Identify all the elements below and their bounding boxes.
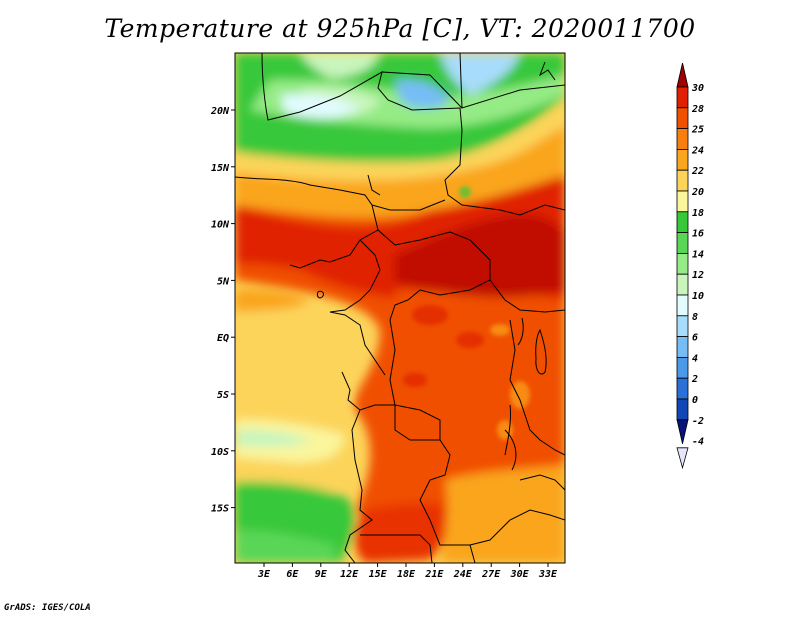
colorbar-label: 28 bbox=[691, 104, 704, 115]
colorbar-label: 14 bbox=[692, 249, 704, 260]
colorbar-label: 0 bbox=[692, 395, 698, 406]
colorbar-swatch bbox=[676, 107, 689, 130]
colorbar-label: 8 bbox=[692, 312, 698, 323]
colorbar-swatch bbox=[676, 148, 689, 171]
colorbar-swatch bbox=[676, 377, 689, 400]
colorbar-swatch bbox=[676, 252, 689, 275]
grads-credit: GrADS: IGES/COLA bbox=[4, 603, 91, 613]
lon-label: 27E bbox=[481, 569, 501, 580]
colorbar-swatch bbox=[676, 232, 689, 254]
map-frame bbox=[234, 52, 566, 564]
lon-label: 12E bbox=[340, 569, 359, 580]
map-title: Temperature at 925hPa [C], VT: 202001170… bbox=[104, 14, 696, 43]
colorbar-swatch bbox=[676, 315, 689, 337]
colorbar-label: 20 bbox=[691, 187, 704, 198]
colorbar-label: 4 bbox=[692, 353, 698, 364]
colorbar-label: 24 bbox=[691, 145, 704, 156]
lat-label: EQ bbox=[217, 333, 229, 344]
colorbar-swatch bbox=[676, 398, 689, 421]
colorbar-label: 16 bbox=[692, 229, 704, 240]
colorbar-bottom-arrow bbox=[676, 419, 689, 444]
lon-label: 21E bbox=[424, 569, 444, 580]
temperature-field bbox=[235, 53, 565, 563]
colorbar-label: 30 bbox=[691, 83, 704, 94]
colorbar-label: 10 bbox=[692, 291, 704, 302]
colorbar-label: 22 bbox=[691, 166, 704, 177]
colorbar-swatch bbox=[676, 356, 689, 379]
lat-label: 10S bbox=[211, 447, 229, 458]
lon-label: 30E bbox=[510, 569, 530, 580]
lat-label: 5S bbox=[217, 390, 229, 401]
lon-label: 9E bbox=[315, 569, 328, 580]
colorbar-swatch bbox=[676, 169, 689, 192]
colorbar-swatch bbox=[676, 86, 689, 109]
lon-label: 24E bbox=[453, 569, 473, 580]
colorbar-label: -4 bbox=[692, 437, 704, 448]
lat-label: 20N bbox=[210, 106, 230, 117]
colorbar-swatch bbox=[676, 190, 689, 213]
colorbar-swatch bbox=[676, 211, 689, 234]
colorbar-label: 18 bbox=[692, 208, 704, 219]
colorbar-below-arrow bbox=[676, 447, 689, 470]
lat-label: 15S bbox=[211, 504, 229, 515]
lat-label: 15N bbox=[211, 163, 230, 174]
lat-label: 10N bbox=[211, 220, 230, 231]
lat-label: 5N bbox=[217, 276, 230, 287]
latitude-axis: 20N 15N 10N 5N EQ 5S 10S 15S bbox=[210, 106, 235, 515]
country-borders bbox=[235, 53, 565, 563]
lon-label: 15E bbox=[369, 569, 388, 580]
lon-label: 3E bbox=[257, 569, 271, 580]
colorbar-swatch bbox=[676, 294, 689, 317]
longitude-axis: 3E 6E 9E 12E 15E 18E 21E 24E 27E 30E 33E bbox=[257, 563, 558, 580]
colorbar-label: 6 bbox=[692, 333, 698, 344]
colorbar-label: -2 bbox=[692, 416, 704, 427]
colorbar-label: 12 bbox=[692, 270, 704, 281]
lon-label: 33E bbox=[538, 569, 558, 580]
colorbar-label: 2 bbox=[691, 374, 698, 385]
colorbar-swatch bbox=[676, 128, 689, 150]
colorbar-label: 25 bbox=[691, 125, 704, 136]
lon-label: 6E bbox=[286, 569, 299, 580]
lon-label: 18E bbox=[397, 569, 416, 580]
colorbar-top-arrow bbox=[676, 62, 689, 88]
colorbar-swatch bbox=[676, 336, 689, 358]
colorbar-swatch bbox=[676, 273, 689, 296]
